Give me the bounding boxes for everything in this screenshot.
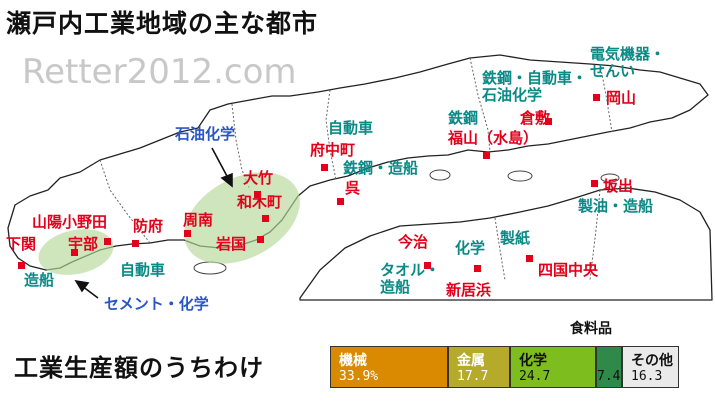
city-shikoku-chuo: 四国中央 [538, 261, 599, 279]
island [193, 261, 227, 275]
bar-segment: 化学 24.7 [510, 346, 596, 388]
city-marker [526, 255, 533, 262]
prefecture-borders [99, 57, 613, 281]
city-okayama: 岡山 [606, 89, 637, 107]
label-industry-niihama: 化学 [455, 239, 486, 257]
label-industry-shikoku-chuo: 製紙 [500, 229, 531, 247]
label-industry-kure: 鉄鋼・造船 [343, 159, 419, 177]
city-marker [132, 240, 139, 247]
city-sakaide: 坂出 [603, 177, 634, 195]
city-otake: 大竹 [243, 169, 274, 187]
city-shunan: 周南 [183, 211, 214, 229]
industrial-zone [184, 172, 300, 264]
city-iwakuni: 岩国 [216, 235, 247, 253]
city-kurashiki: 倉敷 [520, 109, 551, 127]
city-marker [474, 265, 481, 272]
city-shimonoseki: 下関 [6, 235, 37, 253]
bar-segment: 7.4 [596, 346, 622, 388]
city-kure: 呉 [345, 179, 361, 197]
city-marker [593, 94, 600, 101]
arrow-icon [74, 279, 99, 299]
bar-segment: その他 16.3 [622, 346, 679, 388]
segment-value: 24.7 [519, 369, 551, 384]
label-industry-hofu: 自動車 [120, 261, 166, 279]
label-industry-okayama: 電気機器・ せんい [590, 45, 666, 80]
food-label: 食料品 [570, 321, 612, 337]
shikoku-coast [299, 187, 713, 301]
label-petrochemical: 石油化学 [175, 125, 236, 143]
label-industry-sakaide: 製油・造船 [578, 197, 654, 215]
segment-name: 機械 [339, 353, 367, 369]
city-marker [254, 191, 261, 198]
city-marker [257, 236, 264, 243]
breakdown-title: 工業生産額のうちわけ [14, 354, 264, 382]
city-fuchu: 府中町 [310, 141, 356, 159]
honshu-coast [7, 54, 709, 271]
city-waki: 和木町 [237, 193, 283, 211]
city-marker [591, 180, 598, 187]
city-marker [71, 249, 78, 256]
city-fukuyama: 福山（水島） [448, 129, 539, 147]
segment-name: 金属 [457, 353, 485, 369]
city-marker [545, 118, 552, 125]
city-marker [337, 198, 344, 205]
island [600, 173, 620, 183]
label-industry-kurashiki: 鉄鋼・自動車・ 石油化学 [482, 69, 588, 104]
island [429, 169, 451, 181]
city-ube: 宇部 [68, 235, 99, 253]
city-markers [18, 94, 600, 272]
label-industry-fuchu: 自動車 [328, 119, 374, 137]
watermark: Retter2012.com [22, 52, 297, 92]
label-cement-chemical: セメント・化学 [104, 295, 209, 313]
bar-segment: 金属 17.7 [448, 346, 510, 388]
city-niihama: 新居浜 [446, 281, 492, 299]
city-marker [321, 164, 328, 171]
island [507, 170, 533, 182]
city-hofu: 防府 [133, 217, 164, 235]
label-industry-shimonoseki: 造船 [24, 271, 55, 289]
map-title: 瀬戸内工業地域の主な都市 [6, 9, 319, 38]
segment-value: 7.4 [597, 369, 621, 384]
segment-name: 化学 [519, 353, 547, 369]
city-marker [184, 230, 191, 237]
city-sanyo-onoda: 山陽小野田 [32, 213, 108, 231]
city-marker [262, 215, 269, 222]
city-marker [483, 152, 490, 159]
city-marker [424, 262, 431, 269]
bar-segment: 機械 33.9% [330, 346, 448, 388]
arrow-icon [211, 147, 233, 188]
segment-value: 17.7 [457, 369, 489, 384]
label-industry-fukuyama: 鉄鋼 [448, 109, 479, 127]
segment-name: その他 [631, 353, 673, 369]
segment-value: 33.9% [339, 369, 379, 384]
segment-value: 16.3 [631, 369, 663, 384]
label-industry-imabari: タオル・ 造船 [380, 261, 441, 296]
city-marker [18, 262, 25, 269]
city-imabari: 今治 [398, 233, 429, 251]
city-marker [104, 238, 111, 245]
